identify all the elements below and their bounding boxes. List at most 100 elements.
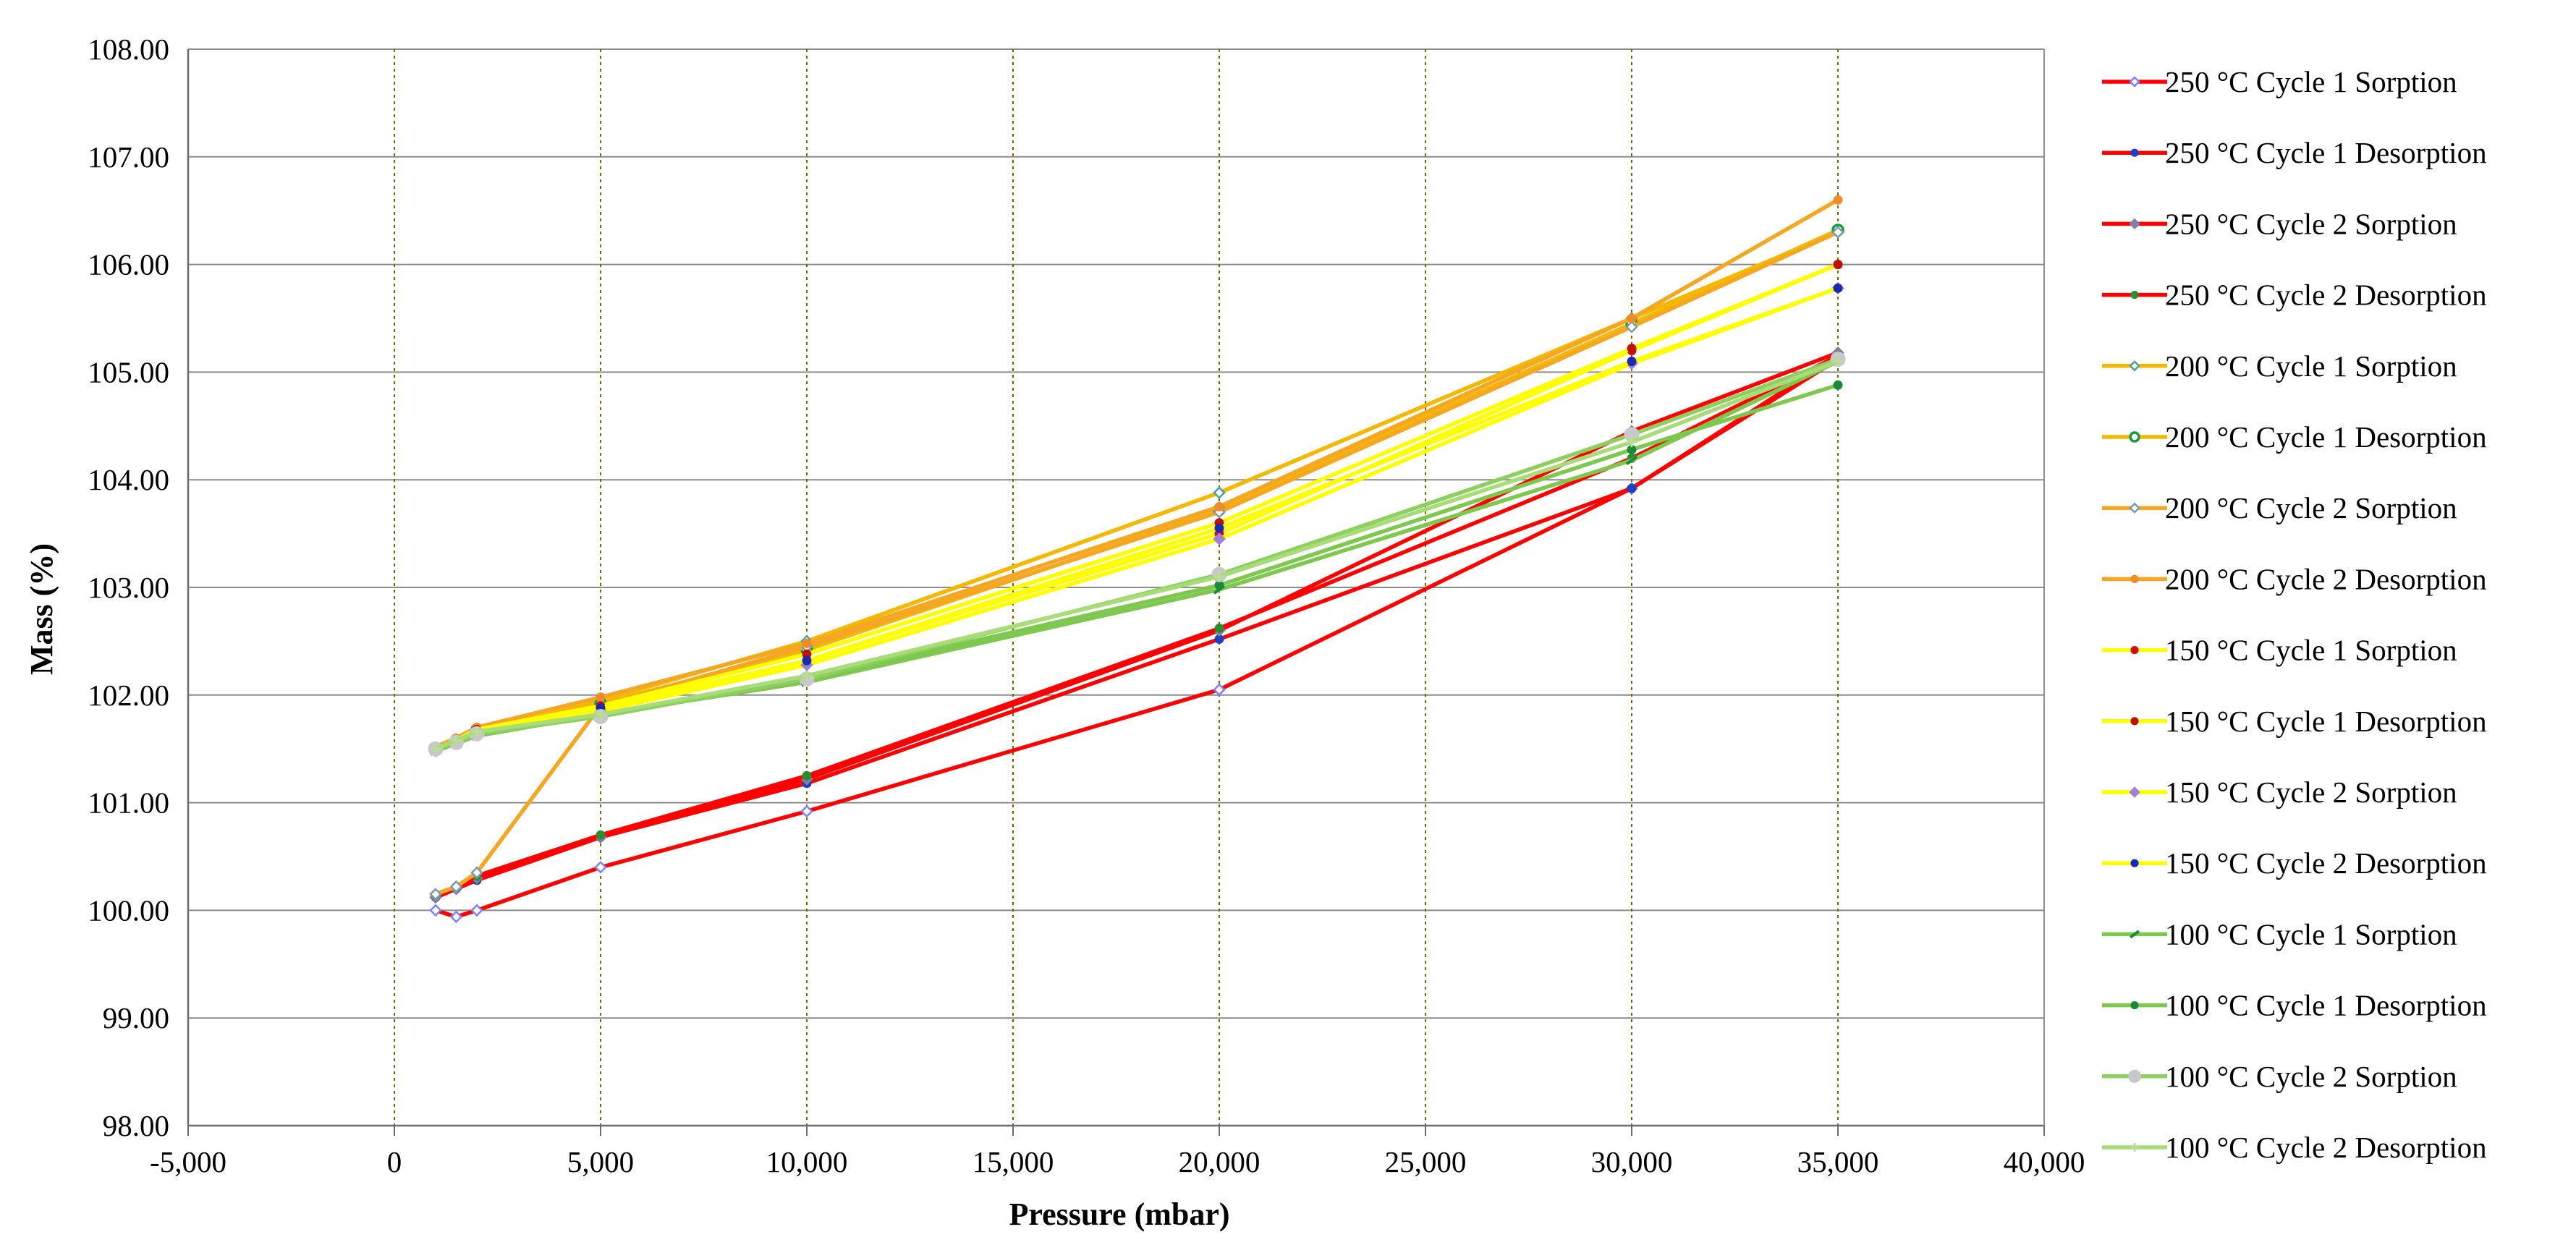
legend-swatch-marker: [2130, 148, 2139, 157]
legend-item: 150 °C Cycle 2 Desorption: [2102, 846, 2487, 880]
legend-swatch-marker: [2128, 1069, 2141, 1083]
data-point: [1213, 532, 1226, 545]
legend-label: 150 °C Cycle 1 Desorption: [2165, 705, 2487, 738]
y-tick-label: 101.00: [88, 786, 169, 820]
legend-item: 200 °C Cycle 1 Sorption: [2102, 349, 2457, 383]
x-tick-label: 20,000: [1179, 1145, 1261, 1178]
legend-swatch-marker: [2130, 574, 2139, 584]
data-point: [1627, 357, 1637, 367]
data-point: [1833, 260, 1843, 270]
legend-item: 100 °C Cycle 2 Sorption: [2102, 1060, 2457, 1093]
data-point: [802, 655, 812, 666]
data-point: [1213, 683, 1226, 697]
legend-label: 250 °C Cycle 1 Desorption: [2165, 136, 2487, 169]
legend-swatch-marker: [2129, 360, 2140, 372]
data-point: [802, 770, 812, 781]
x-tick-label: 0: [387, 1145, 402, 1178]
data-point: [1214, 624, 1224, 634]
data-point: [594, 861, 607, 874]
data-point: [1833, 195, 1843, 205]
data-point: [451, 735, 462, 746]
legend-label: 150 °C Cycle 2 Sorption: [2165, 776, 2457, 809]
x-tick-label: 30,000: [1591, 1145, 1673, 1178]
legend-swatch-marker: [2130, 1143, 2139, 1152]
y-tick-label: 105.00: [88, 355, 169, 388]
legend-item: 150 °C Cycle 1 Sorption: [2102, 634, 2457, 667]
y-tick-label: 106.00: [88, 248, 169, 281]
data-point: [470, 866, 483, 880]
legend-swatch-marker: [2130, 646, 2139, 655]
legend-label: 250 °C Cycle 2 Sorption: [2165, 207, 2457, 240]
y-tick-label: 99.00: [103, 1001, 169, 1034]
data-point: [800, 804, 813, 818]
x-tick-label: 25,000: [1385, 1145, 1467, 1178]
legend-item: 200 °C Cycle 2 Desorption: [2102, 562, 2487, 595]
legend-label: 200 °C Cycle 2 Sorption: [2165, 491, 2457, 524]
data-point: [1214, 571, 1224, 582]
legend-item: 150 °C Cycle 2 Sorption: [2102, 776, 2457, 809]
x-tick-label: 5,000: [567, 1145, 634, 1178]
series-line: [434, 359, 1839, 751]
legend-swatch-marker: [2130, 859, 2139, 867]
legend-label: 100 °C Cycle 1 Desorption: [2165, 989, 2487, 1022]
legend-item: 150 °C Cycle 1 Desorption: [2102, 705, 2487, 738]
legend-label: 100 °C Cycle 2 Sorption: [2165, 1060, 2457, 1093]
data-point: [596, 709, 606, 720]
legend-item: 200 °C Cycle 2 Sorption: [2102, 491, 2457, 524]
x-tick-label: -5,000: [150, 1145, 226, 1178]
y-tick-label: 102.00: [88, 679, 169, 712]
data-point: [1625, 320, 1638, 333]
grid: [188, 48, 2045, 1126]
x-tick-label: 15,000: [973, 1145, 1054, 1178]
y-tick-label: 103.00: [88, 571, 169, 604]
legend-item: 100 °C Cycle 1 Desorption: [2102, 989, 2487, 1022]
data-point: [449, 880, 463, 893]
legend-item: 100 °C Cycle 2 Desorption: [2102, 1131, 2487, 1164]
legend-label: 250 °C Cycle 2 Desorption: [2165, 279, 2487, 312]
data-point: [596, 830, 606, 840]
series-layer: [428, 195, 1846, 924]
data-point: [1213, 486, 1226, 499]
data-point: [1627, 344, 1637, 354]
series-7: [429, 226, 1844, 901]
legend-label: 200 °C Cycle 1 Desorption: [2165, 420, 2487, 454]
legend-item: 100 °C Cycle 1 Sorption: [2102, 917, 2457, 951]
data-point: [1214, 523, 1224, 533]
legend-label: 100 °C Cycle 1 Sorption: [2165, 917, 2457, 951]
legend-item: 250 °C Cycle 1 Sorption: [2102, 65, 2457, 98]
y-tick-label: 104.00: [88, 463, 169, 496]
legend-label: 150 °C Cycle 1 Sorption: [2165, 634, 2457, 667]
y-axis-title: Mass (%): [24, 543, 59, 675]
x-tick-label: 35,000: [1797, 1145, 1879, 1178]
y-tick-label: 107.00: [88, 140, 169, 174]
data-point: [470, 904, 483, 917]
data-point: [1625, 455, 1638, 466]
data-point: [802, 638, 812, 648]
legend-label: 250 °C Cycle 1 Sorption: [2165, 65, 2457, 98]
legend-swatch-marker: [2130, 1001, 2139, 1010]
legend: 250 °C Cycle 1 Sorption 250 °C Cycle 1 De…: [2102, 65, 2487, 1164]
legend-label: 200 °C Cycle 1 Sorption: [2165, 349, 2457, 383]
legend-label: 150 °C Cycle 2 Desorption: [2165, 846, 2487, 880]
data-point: [431, 744, 441, 755]
legend-swatch-marker: [2129, 930, 2140, 939]
data-point: [1627, 483, 1637, 493]
legend-label: 200 °C Cycle 2 Desorption: [2165, 562, 2487, 595]
data-point: [1214, 501, 1224, 511]
data-point: [429, 904, 442, 917]
legend-item: 250 °C Cycle 2 Sorption: [2102, 207, 2457, 240]
y-tick-label: 98.00: [103, 1109, 169, 1142]
data-point: [802, 671, 812, 681]
legend-swatch-marker: [2129, 76, 2140, 88]
x-tick-label: 40,000: [2004, 1145, 2085, 1178]
legend-label: 100 °C Cycle 2 Desorption: [2165, 1131, 2487, 1164]
data-point: [596, 692, 606, 702]
data-point: [429, 888, 442, 901]
x-axis-title: Pressure (mbar): [1009, 1197, 1229, 1232]
legend-swatch-marker: [2129, 218, 2140, 230]
legend-item: 250 °C Cycle 1 Desorption: [2102, 136, 2487, 169]
data-point: [1833, 283, 1843, 293]
legend-swatch-marker: [2130, 291, 2139, 299]
legend-swatch-marker: [2129, 786, 2140, 798]
